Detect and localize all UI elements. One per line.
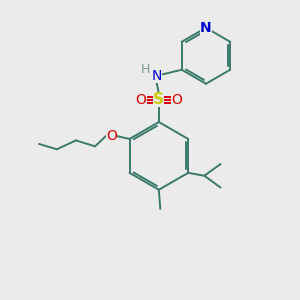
Text: N: N — [200, 21, 212, 35]
Text: H: H — [141, 63, 150, 76]
Text: O: O — [171, 93, 182, 107]
Text: O: O — [106, 129, 117, 143]
Text: O: O — [136, 93, 147, 107]
Text: N: N — [152, 69, 162, 83]
Text: S: S — [153, 92, 164, 107]
